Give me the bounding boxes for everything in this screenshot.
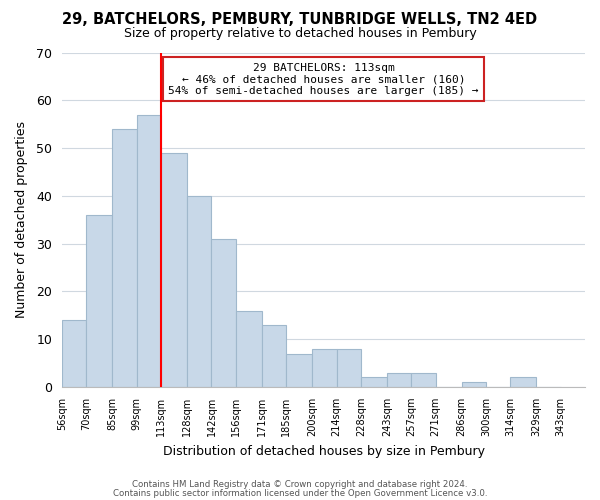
Bar: [387, 372, 411, 387]
Bar: [286, 354, 312, 387]
Bar: [312, 348, 337, 387]
Bar: [236, 310, 262, 387]
Bar: [411, 372, 436, 387]
Y-axis label: Number of detached properties: Number of detached properties: [15, 121, 28, 318]
Bar: [187, 196, 211, 387]
Text: Contains public sector information licensed under the Open Government Licence v3: Contains public sector information licen…: [113, 488, 487, 498]
Bar: [62, 320, 86, 387]
Bar: [161, 153, 187, 387]
Text: 29, BATCHELORS, PEMBURY, TUNBRIDGE WELLS, TN2 4ED: 29, BATCHELORS, PEMBURY, TUNBRIDGE WELLS…: [62, 12, 538, 28]
Text: Contains HM Land Registry data © Crown copyright and database right 2024.: Contains HM Land Registry data © Crown c…: [132, 480, 468, 489]
Bar: [361, 378, 387, 387]
Bar: [461, 382, 486, 387]
Text: 29 BATCHELORS: 113sqm
← 46% of detached houses are smaller (160)
54% of semi-det: 29 BATCHELORS: 113sqm ← 46% of detached …: [168, 62, 479, 96]
Bar: [211, 239, 236, 387]
X-axis label: Distribution of detached houses by size in Pembury: Distribution of detached houses by size …: [163, 444, 485, 458]
Bar: [112, 129, 137, 387]
Text: Size of property relative to detached houses in Pembury: Size of property relative to detached ho…: [124, 28, 476, 40]
Bar: [510, 378, 536, 387]
Bar: [86, 215, 112, 387]
Bar: [137, 114, 161, 387]
Bar: [337, 348, 361, 387]
Bar: [262, 325, 286, 387]
